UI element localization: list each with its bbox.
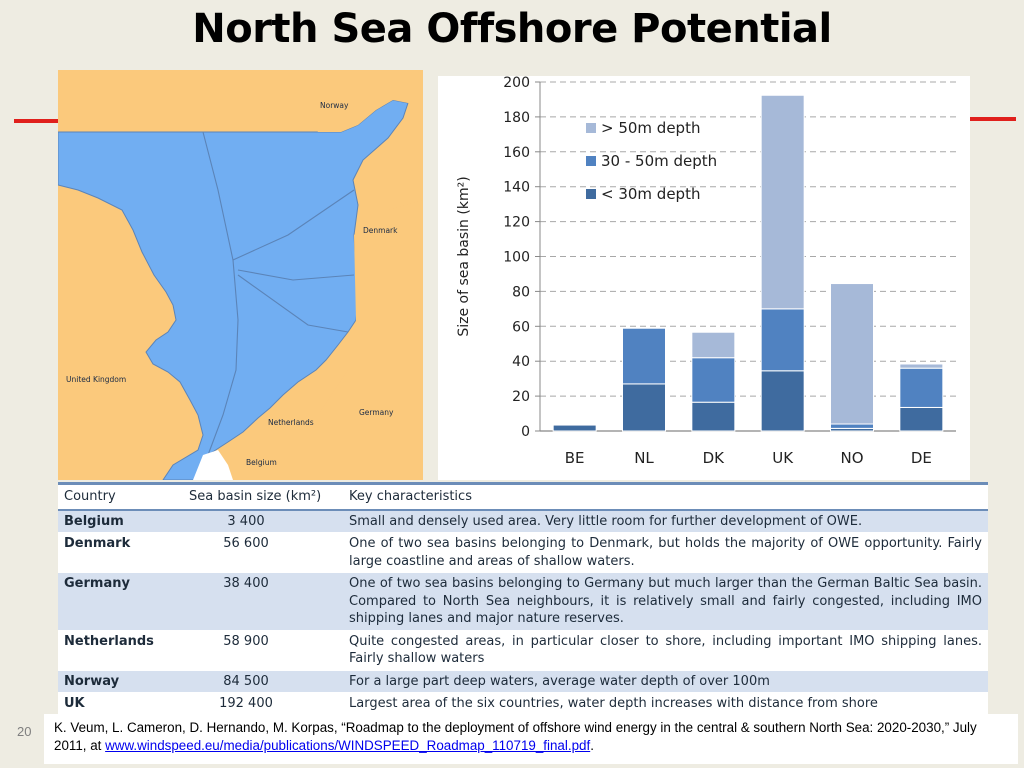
- title-accent-line-left: [14, 119, 58, 123]
- legend-swatch: [586, 189, 596, 199]
- bar-segment: [760, 94, 805, 310]
- legend-swatch: [586, 156, 596, 166]
- y-tick-label: 80: [512, 284, 530, 300]
- table-row: Denmark 56 600 One of two sea basins bel…: [58, 532, 988, 573]
- x-tick-label: NL: [634, 449, 654, 467]
- cell-size: 56 600: [183, 532, 343, 573]
- citation-link[interactable]: www.windspeed.eu/media/publications/WIND…: [105, 738, 591, 753]
- bar-segment: [760, 370, 805, 432]
- y-tick-label: 180: [503, 110, 530, 126]
- cell-desc: Quite congested areas, in particular clo…: [343, 629, 988, 670]
- y-tick-label: 0: [521, 424, 530, 440]
- bar-segment: [691, 331, 736, 359]
- y-tick-label: 60: [512, 319, 530, 335]
- bar-segment: [622, 383, 666, 432]
- map-label-belgium: Belgium: [246, 458, 277, 467]
- bar-segment: [760, 308, 805, 372]
- cell-country: UK: [58, 692, 183, 715]
- cell-desc: One of two sea basins belonging to Germa…: [343, 572, 988, 630]
- map-graphic: Norway Denmark United Kingdom Netherland…: [58, 70, 423, 480]
- cell-desc: One of two sea basins belonging to Denma…: [343, 532, 988, 573]
- header-country: Country: [58, 482, 183, 511]
- y-axis-label: Size of sea basin (km²): [456, 176, 472, 336]
- bar-segment: [830, 283, 874, 425]
- north-sea-map: Norway Denmark United Kingdom Netherland…: [58, 70, 423, 480]
- header-size: Sea basin size (km²): [183, 482, 343, 511]
- north-sea-area: [58, 99, 409, 480]
- y-tick-label: 100: [503, 250, 530, 266]
- chart-graphic: 0 20 40 60 80 100 120 140 160 180 200 Size of sea b…: [456, 76, 956, 467]
- bar-segment: [899, 406, 944, 432]
- y-tick-label: 40: [512, 354, 530, 370]
- x-tick-label: NO: [840, 449, 863, 467]
- map-label-denmark: Denmark: [363, 226, 398, 235]
- slide-title: North Sea Offshore Potential: [192, 6, 832, 52]
- citation-end: .: [590, 738, 594, 753]
- table-row: UK 192 400 Largest area of the six count…: [58, 692, 988, 715]
- cell-desc: Largest area of the six countries, water…: [343, 692, 988, 715]
- bar-segment: [899, 367, 944, 408]
- map-label-netherlands: Netherlands: [268, 418, 314, 427]
- table-row: Norway 84 500 For a large part deep wate…: [58, 669, 988, 693]
- table-header-row: Country Sea basin size (km²) Key charact…: [58, 482, 988, 511]
- x-tick-label: BE: [565, 449, 585, 467]
- cell-desc: Small and densely used area. Very little…: [343, 509, 988, 533]
- cell-size: 84 500: [183, 669, 343, 693]
- map-label-germany: Germany: [359, 408, 394, 417]
- cell-size: 58 900: [183, 629, 343, 670]
- cell-size: 38 400: [183, 572, 343, 630]
- legend-label: 30 - 50m depth: [601, 152, 717, 170]
- y-tick-label: 120: [503, 215, 530, 231]
- citation-text: K. Veum, L. Cameron, D. Hernando, M. Kor…: [54, 720, 977, 753]
- y-tick-label: 200: [503, 76, 530, 91]
- cell-country: Belgium: [58, 509, 183, 533]
- title-accent-line-right: [970, 117, 1016, 121]
- map-label-norway: Norway: [320, 101, 349, 110]
- cell-country: Germany: [58, 572, 183, 630]
- bar-segment: [622, 327, 666, 385]
- cell-size: 3 400: [183, 509, 343, 533]
- cell-desc: For a large part deep waters, average wa…: [343, 669, 988, 693]
- citation-box: K. Veum, L. Cameron, D. Hernando, M. Kor…: [44, 714, 1018, 764]
- legend-label: < 30m depth: [601, 185, 700, 203]
- bar-segment: [552, 424, 597, 432]
- table-row: Germany 38 400 One of two sea basins bel…: [58, 572, 988, 630]
- bar-segment: [830, 423, 874, 429]
- page-number: 20: [17, 724, 32, 739]
- bar-segment: [691, 357, 736, 403]
- table-row: Netherlands 58 900 Quite congested areas…: [58, 629, 988, 670]
- sea-basin-chart: 0 20 40 60 80 100 120 140 160 180 200 Size of sea b…: [438, 76, 970, 480]
- header-key-characteristics: Key characteristics: [343, 482, 988, 511]
- country-characteristics-table: Country Sea basin size (km²) Key charact…: [58, 482, 988, 715]
- cell-country: Netherlands: [58, 629, 183, 670]
- table-row: Belgium 3 400 Small and densely used are…: [58, 509, 988, 533]
- y-tick-label: 20: [512, 389, 530, 405]
- legend-swatch: [586, 123, 596, 133]
- x-tick-label: UK: [772, 449, 794, 467]
- cell-size: 192 400: [183, 692, 343, 715]
- bar-segment: [691, 401, 736, 432]
- bar-segment: [899, 363, 944, 369]
- x-tick-label: DE: [911, 449, 932, 467]
- cell-country: Norway: [58, 669, 183, 693]
- map-label-united-kingdom: United Kingdom: [66, 375, 126, 384]
- cell-country: Denmark: [58, 532, 183, 573]
- legend-label: > 50m depth: [601, 119, 700, 137]
- y-tick-label: 160: [503, 145, 530, 161]
- y-tick-label: 140: [503, 180, 530, 196]
- x-tick-label: DK: [703, 449, 726, 467]
